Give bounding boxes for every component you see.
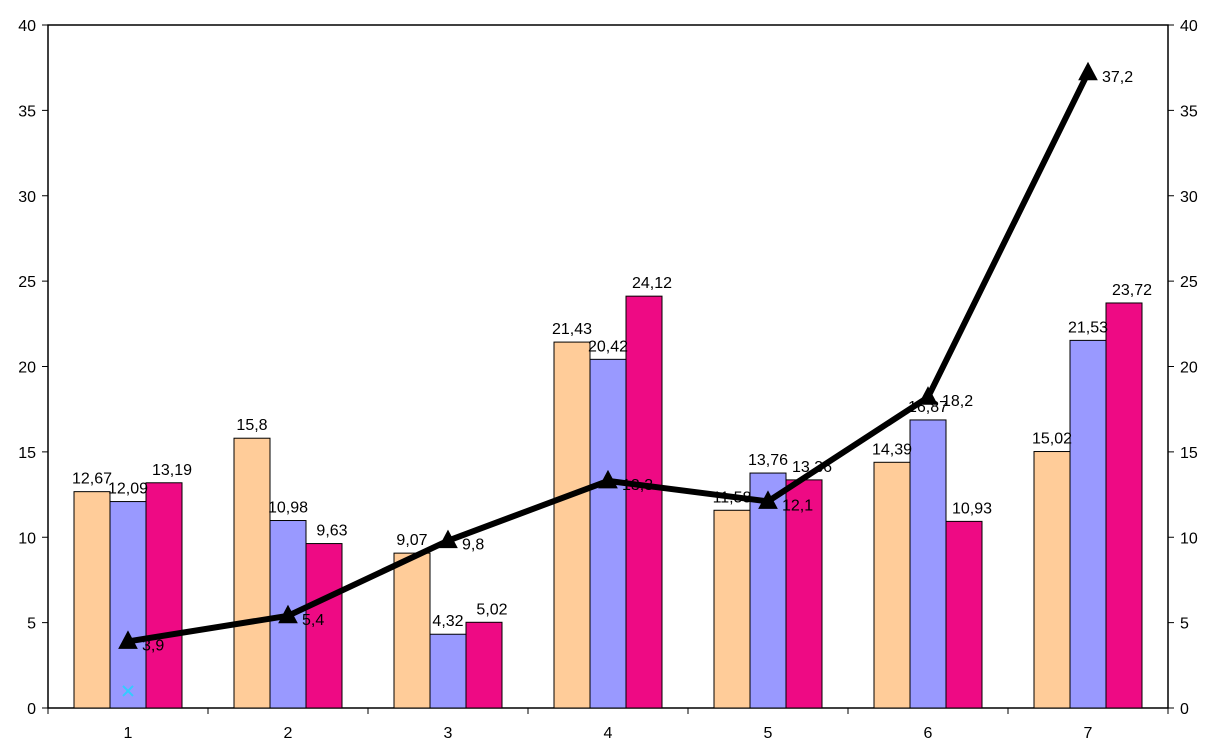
bar-data-label: 4,32 [432,613,463,630]
bar-series3-cat4 [625,295,663,709]
bar-series3-cat7 [1105,302,1143,709]
right-y-tick-label: 10 [1180,530,1198,547]
bar-data-label: 13,36 [792,459,832,476]
left-y-tick-label: 10 [18,530,36,547]
bar-series1-cat4 [553,341,591,709]
bar-series-group [73,295,1143,709]
bar-series2-cat5 [749,472,787,709]
bar-series3-cat3 [465,621,503,709]
bar-series3-cat5 [785,479,823,709]
left-y-axis: 0 5 10 15 20 25 30 35 40 [18,18,48,718]
bar-data-label: 13,76 [748,452,788,469]
left-y-tick-label: 20 [18,360,36,377]
bar-data-label: 11,58 [713,489,752,506]
left-y-tick-label: 30 [18,189,36,206]
line-marker-triangle [118,630,138,649]
bar-data-label: 15,02 [1032,431,1072,448]
bar-series2-cat4 [589,358,627,709]
line-marker-triangle [278,604,298,624]
bar-data-label: 10,98 [268,500,308,517]
right-y-tick-label: 35 [1180,103,1198,120]
x-tick-label: 3 [444,725,453,740]
right-y-tick-label: 25 [1180,274,1198,291]
bar-series2-cat6 [909,419,947,709]
bar-series3-cat6 [945,520,983,709]
left-y-tick-label: 15 [18,445,36,462]
bar-data-label: 12,67 [72,471,112,488]
data-labels-group: 12,67 15,8 9,07 21,43 11,58 14,39 15,02 12,09 10… [72,69,1152,655]
right-y-tick-label: 20 [1180,360,1198,377]
bar-series1-cat7 [1033,451,1071,709]
left-y-tick-label: 35 [18,103,36,120]
bar-series1-cat1 [73,491,111,709]
bar-series1-cat3 [393,552,431,709]
bar-data-label: 13,19 [152,462,192,479]
line-series-group [118,61,1098,697]
x-tick-label: 4 [604,725,613,740]
right-y-tick-label: 5 [1180,616,1189,633]
bar-data-label: 16,87 [908,399,948,416]
bar-data-label: 5,02 [476,601,507,618]
line-data-label: 18,2 [942,393,973,410]
bar-data-label: 14,39 [872,441,912,458]
line-data-label: 9,8 [462,537,484,554]
bar-data-label: 9,07 [396,532,427,549]
bar-series1-cat6 [873,461,911,709]
left-y-tick-label: 25 [18,274,36,291]
x-tick-label: 2 [284,725,293,740]
bar-series2-cat7 [1069,339,1107,709]
right-y-axis: 0 5 10 15 20 25 30 35 40 [1168,18,1198,718]
line-data-label: 3,9 [142,637,164,654]
line-data-label: 5,4 [302,612,324,629]
x-tick-label: 5 [764,725,773,740]
line-marker-triangle [918,386,938,405]
right-y-tick-label: 30 [1180,189,1198,206]
bar-data-label: 23,72 [1112,282,1152,299]
left-y-tick-label: 0 [27,701,36,718]
x-tick-label: 6 [924,725,933,740]
line-marker-triangle [1078,61,1098,81]
bar-data-label: 21,53 [1068,319,1108,336]
scatter-marker-x [122,685,134,697]
bar-series3-cat2 [305,543,343,709]
bar-series1-cat5 [713,509,751,709]
right-y-tick-label: 15 [1180,445,1198,462]
left-y-tick-label: 5 [27,616,36,633]
bar-series1-cat2 [233,437,271,709]
x-tick-label: 7 [1084,725,1093,740]
line-data-label: 37,2 [1102,69,1133,86]
line-marker-triangle [758,490,778,509]
bar-data-label: 9,63 [316,523,347,540]
line-data-label: 12,1 [782,497,813,514]
bar-data-label: 15,8 [236,417,267,434]
bar-series3-cat1 [145,482,183,709]
bar-series2-cat3 [429,633,467,709]
bar-data-label: 21,43 [552,321,592,338]
bar-data-label: 20,42 [588,338,628,355]
bar-data-label: 10,93 [952,500,992,517]
bar-series2-cat1 [109,501,147,709]
line-data-label: 13,3 [622,477,653,494]
right-y-tick-label: 0 [1180,701,1189,718]
line-marker-triangle [438,529,458,549]
x-tick-label: 1 [124,725,133,740]
x-axis: 1 2 3 4 5 6 7 [47,708,1169,740]
line-marker-triangle [598,469,618,489]
right-y-tick-label: 40 [1180,18,1198,35]
bar-data-label: 24,12 [632,275,672,292]
left-y-tick-label: 40 [18,18,36,35]
bar-data-label: 12,09 [108,481,148,498]
